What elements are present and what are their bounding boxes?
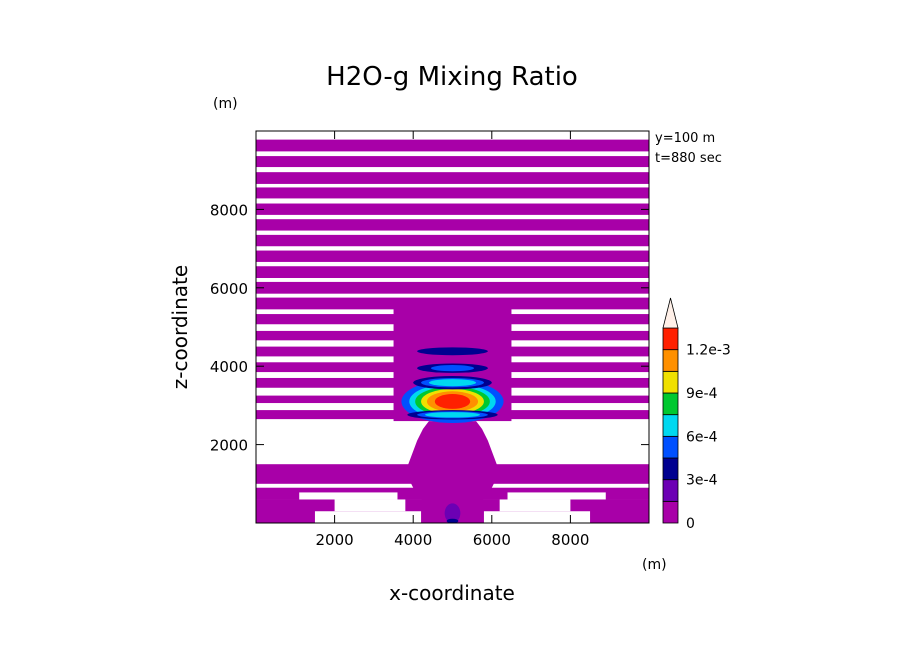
contour-band [256, 281, 649, 294]
colorbar-segment [662, 327, 679, 351]
y-tick-label: 8000 [210, 201, 248, 219]
contour-gap [299, 492, 398, 500]
plot-area [256, 131, 649, 523]
plume-region [405, 421, 500, 523]
x-tick-label: 2000 [316, 531, 354, 549]
contour-gap [314, 511, 422, 523]
annotation-time: t=880 sec [655, 151, 722, 166]
contour-band [256, 203, 649, 215]
colorbar-segment [662, 500, 679, 524]
plot-frame [255, 130, 650, 524]
contour-blob [430, 365, 475, 372]
contour-band [256, 187, 649, 199]
annotation-y-position: y=100 m [655, 131, 715, 146]
contour-gap [334, 499, 406, 512]
y-axis: 2000 4000 6000 8000 [210, 201, 649, 455]
contour-blob [444, 503, 461, 523]
x-tick-label: 4000 [394, 531, 432, 549]
contour-band [256, 172, 649, 184]
contour-blob [424, 412, 481, 418]
contour-band [256, 234, 649, 247]
colorbar-label: 0 [686, 516, 695, 532]
y-tick-label: 4000 [210, 358, 248, 376]
x-tick-label: 8000 [551, 531, 589, 549]
colorbar-segment [662, 457, 679, 481]
x-tick-label: 6000 [473, 531, 511, 549]
contour-band [256, 266, 649, 278]
colorbar-segment [662, 392, 679, 416]
y-tick-label: 2000 [210, 437, 248, 455]
contour-band [256, 139, 649, 152]
colorbar-segment [662, 370, 679, 394]
colorbar: 0 3e-4 6e-4 9e-4 1.2e-3 [662, 297, 731, 532]
colorbar-label: 6e-4 [686, 429, 718, 445]
y-axis-title: z-coordinate [168, 265, 192, 389]
colorbar-label: 9e-4 [686, 386, 718, 402]
contour-blob [434, 394, 471, 409]
contour-band [256, 250, 649, 262]
colorbar-segment [662, 479, 679, 502]
contour-gap [499, 499, 571, 512]
contour-blob [446, 518, 459, 523]
x-axis: 2000 4000 6000 8000 [316, 131, 589, 549]
contour-band [256, 219, 649, 231]
x-axis-unit: (m) [642, 557, 667, 573]
colorbar-segment [662, 435, 679, 459]
y-tick-label: 6000 [210, 280, 248, 298]
colorbar-segment [662, 414, 679, 437]
colorbar-label: 3e-4 [686, 473, 718, 489]
chart-title: H2O-g Mixing Ratio [326, 62, 578, 92]
contour-gap [483, 511, 591, 523]
colorbar-segment [662, 349, 679, 372]
x-axis-title: x-coordinate [389, 581, 515, 605]
contour-band [256, 156, 649, 168]
colorbar-label: 1.2e-3 [686, 343, 731, 359]
y-axis-unit: (m) [213, 96, 238, 112]
contour-gap [507, 492, 606, 500]
colorbar-extend-arrow [662, 297, 679, 329]
contour-blob [417, 347, 488, 356]
contour-blob [428, 379, 477, 387]
